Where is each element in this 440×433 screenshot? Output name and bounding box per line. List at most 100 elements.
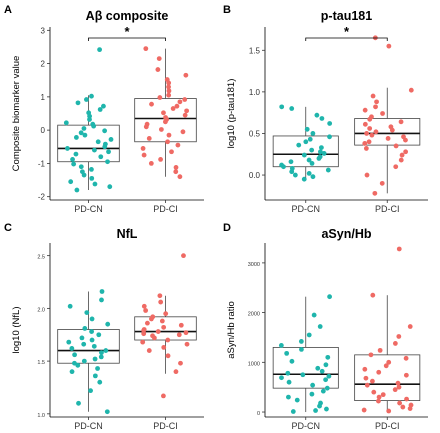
data-point [163,311,169,317]
data-point [165,353,171,359]
panel-title: NfL [117,227,138,241]
data-point [278,343,284,348]
data-point [183,72,189,78]
data-point [368,352,374,358]
data-point [317,324,323,329]
data-point [155,329,161,334]
data-point [105,321,111,327]
data-point [300,372,306,378]
box-pd-cn [272,296,339,413]
y-axis-title: log10 (NfL) [11,307,22,354]
data-point [364,382,370,388]
data-point [159,318,165,324]
data-point [81,172,87,178]
data-point [296,142,302,148]
data-point [79,335,85,341]
data-point [102,144,108,150]
data-point [362,121,368,127]
data-point [184,108,190,114]
panel-title: Aβ composite [86,9,169,23]
data-point [303,139,309,145]
data-point [183,330,189,336]
data-point [81,341,87,347]
data-point [97,379,103,385]
data-point [315,365,321,371]
data-point [95,139,101,145]
data-point [166,80,172,86]
data-point [92,181,98,187]
data-point [73,135,79,140]
data-point [78,130,84,136]
y-tick-label: 2 [41,60,46,69]
data-point [386,43,392,49]
data-point [98,354,104,360]
data-point [87,117,92,122]
x-tick-label: PD-CN [292,421,321,431]
data-point [92,373,98,379]
data-point [152,335,157,341]
box-iqr [57,329,120,364]
data-point [403,372,409,378]
data-point [289,358,295,364]
data-point [173,164,179,170]
data-point [140,146,146,151]
data-point [367,116,373,122]
data-point [298,339,304,344]
data-point [376,369,382,375]
x-tick-label: PD-CI [153,421,178,431]
significance-star: * [344,24,350,39]
data-point [281,164,286,170]
data-point [319,145,324,151]
data-point [372,190,378,196]
data-point [89,93,94,99]
data-point [158,157,163,162]
data-point [310,174,316,180]
data-point [89,329,94,334]
data-point [99,350,104,356]
data-point [91,343,97,349]
data-point [325,167,331,173]
data-point [314,112,320,118]
data-point [169,149,174,155]
data-point [141,152,147,158]
data-point [141,331,147,337]
points-pd-cn [66,289,111,415]
data-point [140,339,146,345]
y-tick-label: 1 [41,93,46,102]
data-point [319,368,325,374]
data-point [88,388,93,394]
data-point [92,356,98,362]
points-pd-cn [63,47,114,193]
data-point [157,95,163,100]
y-tick-label: 1.5 [37,360,45,366]
data-point [67,303,73,309]
data-point [370,292,376,298]
data-point [367,126,373,131]
data-point [158,299,164,305]
data-point [105,159,110,165]
data-point [75,362,81,368]
box-iqr [272,346,339,389]
data-point [87,113,92,119]
data-point [66,339,72,345]
data-point [81,358,87,364]
data-point [70,157,75,162]
data-point [148,161,154,166]
panel-c: C NfL log10 (NfL) 1.0 1.5 2.0 2.5 PD-CN PD-CI [4,222,204,431]
data-point [399,152,405,158]
data-point [97,107,103,112]
points-pd-ci [362,35,414,196]
data-point [156,56,162,62]
data-point [177,174,183,180]
data-point [69,369,75,375]
data-point [97,47,102,53]
data-point [400,404,406,410]
data-point [98,154,104,160]
data-point [361,407,367,413]
data-point [393,164,399,170]
data-point [325,354,331,360]
data-point [363,146,369,151]
data-point [324,385,330,391]
